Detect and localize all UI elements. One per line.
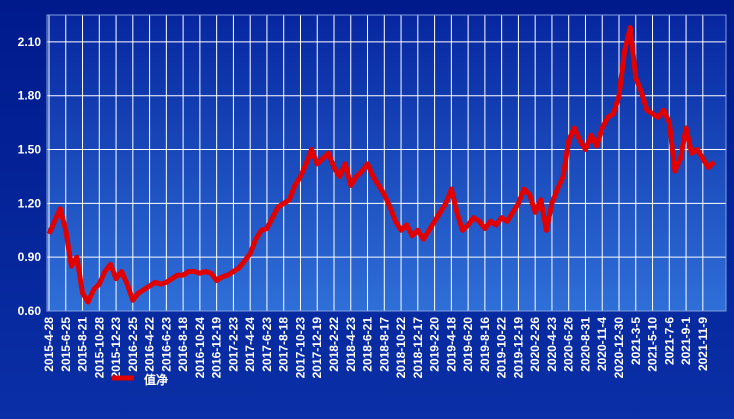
legend-label: 值净 bbox=[144, 372, 168, 387]
plot-border bbox=[46, 14, 727, 312]
x-tick-label: 2021-3-5 bbox=[629, 317, 643, 365]
x-tick-label: 2016-8-18 bbox=[176, 317, 190, 372]
x-tick-label: 2020-8-31 bbox=[578, 317, 592, 372]
x-tick-label: 2017-4-24 bbox=[243, 317, 257, 372]
x-tick-label: 2018-4-23 bbox=[344, 317, 358, 372]
x-tick-label: 2017-10-23 bbox=[293, 317, 307, 379]
x-tick-label: 2015-8-21 bbox=[76, 317, 90, 372]
x-tick-label: 2020-2-26 bbox=[528, 317, 542, 372]
x-tick-label: 2017-8-18 bbox=[277, 317, 291, 372]
x-tick-label: 2018-2-22 bbox=[327, 317, 341, 372]
x-tick-label: 2016-6-23 bbox=[159, 317, 173, 372]
x-tick-label: 2017-12-19 bbox=[310, 317, 324, 379]
data-line bbox=[46, 25, 716, 305]
x-tick-label: 2019-10-22 bbox=[495, 317, 509, 379]
y-tick-label: 1.80 bbox=[18, 89, 42, 103]
x-tick-label: 2019-8-16 bbox=[478, 317, 492, 372]
x-tick-label: 2016-12-19 bbox=[210, 317, 224, 379]
x-tick-label: 2015-6-25 bbox=[59, 317, 73, 372]
y-tick-label: 0.90 bbox=[18, 250, 42, 264]
x-tick-label: 2018-10-22 bbox=[394, 317, 408, 379]
x-tick-label: 2015-10-28 bbox=[92, 317, 106, 379]
x-tick-label: 2018-8-17 bbox=[377, 317, 391, 372]
x-tick-label: 2021-9-1 bbox=[679, 317, 693, 365]
y-tick-label: 1.50 bbox=[18, 143, 42, 157]
x-tick-label: 2018-6-21 bbox=[361, 317, 375, 372]
x-tick-label: 2021-11-9 bbox=[696, 317, 710, 371]
x-tick-label: 2019-6-20 bbox=[461, 317, 475, 372]
x-tick-label: 2019-4-18 bbox=[444, 317, 458, 372]
x-tick-label: 2020-11-4 bbox=[595, 317, 609, 371]
x-tick-label: 2017-6-23 bbox=[260, 317, 274, 372]
y-tick-label: 0.60 bbox=[18, 304, 42, 318]
plot-area bbox=[47, 15, 726, 311]
x-tick-label: 2019-2-20 bbox=[428, 317, 442, 372]
x-tick-label: 2016-2-25 bbox=[126, 317, 140, 372]
x-tick-label: 2021-5-10 bbox=[646, 317, 660, 372]
x-tick-label: 2017-2-23 bbox=[226, 317, 240, 372]
x-tick-label: 2020-6-26 bbox=[562, 317, 576, 372]
x-tick-label: 2018-12-17 bbox=[411, 317, 425, 379]
x-tick-label: 2020-4-23 bbox=[545, 317, 559, 372]
x-tick-label: 2015-12-23 bbox=[109, 317, 123, 379]
x-tick-label: 2015-4-28 bbox=[42, 317, 56, 372]
x-tick-label: 2016-10-24 bbox=[193, 317, 207, 379]
x-tick-label: 2019-12-19 bbox=[511, 317, 525, 379]
x-tick-label: 2016-4-22 bbox=[143, 317, 157, 372]
y-tick-label: 1.20 bbox=[18, 196, 42, 210]
x-tick-label: 2020-12-30 bbox=[612, 317, 626, 379]
x-tick-label: 2021-7-6 bbox=[662, 317, 676, 365]
y-tick-label: 2.10 bbox=[18, 35, 42, 49]
